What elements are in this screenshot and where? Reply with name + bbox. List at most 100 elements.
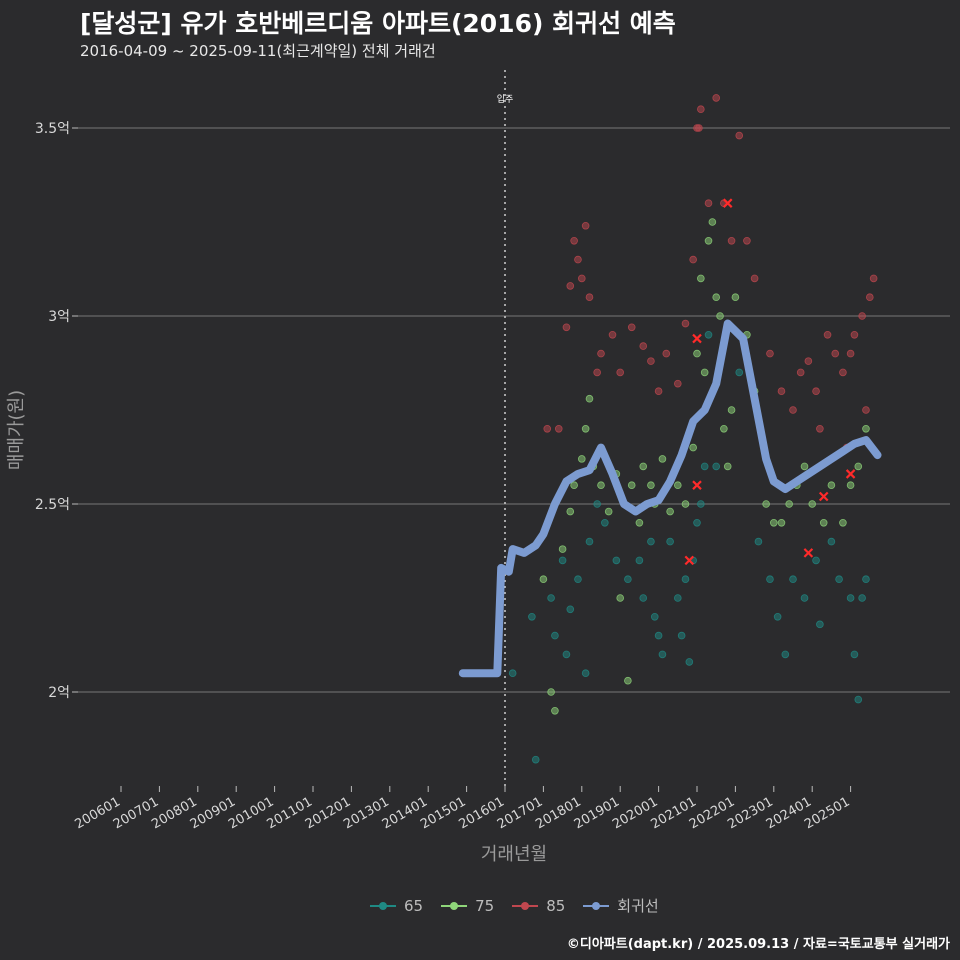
data-point-75 [627, 481, 636, 490]
y-tick-label: 3.5억 [35, 121, 70, 137]
data-point-75 [839, 518, 847, 527]
highlight-marker [722, 198, 733, 208]
axis-layer: 2억2.5억3억3.5억2006012007012008012009012010… [6, 121, 853, 865]
data-point-75 [700, 368, 709, 377]
data-point-65 [601, 518, 609, 527]
data-point-65 [735, 368, 744, 377]
legend-label-regression: 회귀선 [617, 897, 659, 915]
data-point-75 [727, 406, 736, 414]
data-point-65 [773, 612, 782, 621]
legend-item-75[interactable]: 75 [441, 897, 494, 915]
data-point-75 [673, 481, 682, 490]
data-point-85 [673, 379, 682, 388]
data-point-85 [562, 323, 571, 332]
data-point-85 [831, 349, 840, 358]
data-point-75 [647, 481, 655, 490]
data-point-65 [654, 631, 663, 640]
data-point-65 [850, 650, 859, 659]
data-point-75 [681, 500, 690, 508]
data-point-75 [666, 507, 674, 516]
data-point-75 [658, 455, 667, 463]
chart-title: [달성군] 유가 호반베르디움 아파트(2016) 회귀선 예측 [80, 9, 676, 38]
legend-key-regression [583, 900, 610, 912]
data-point-75 [720, 424, 728, 433]
data-point-65 [581, 669, 590, 677]
move-in-layer: 입주 [497, 70, 513, 786]
data-point-65 [754, 537, 763, 546]
legend-label-75: 75 [475, 896, 495, 915]
y-tick-label: 2.5억 [35, 497, 70, 513]
data-point-65 [697, 500, 705, 508]
data-point-65 [566, 605, 575, 614]
data-point-75 [785, 500, 793, 508]
legend-label-85: 85 [546, 896, 566, 915]
data-point-85 [597, 349, 605, 358]
data-point-75 [577, 455, 586, 463]
data-point-85 [654, 387, 663, 396]
data-point-75 [827, 481, 836, 490]
legend-item-regression[interactable]: 회귀선 [583, 895, 659, 916]
data-point-85 [816, 424, 824, 433]
data-point-85 [846, 349, 855, 358]
data-point-75 [551, 706, 559, 715]
x-axis-title: 거래년월 [481, 844, 547, 865]
data-point-85 [681, 319, 690, 328]
data-point-65 [685, 658, 694, 666]
regression-line [458, 319, 882, 678]
highlight-marker [803, 548, 814, 558]
data-point-75 [566, 507, 575, 516]
data-point-85 [862, 406, 870, 414]
data-point-65 [858, 594, 866, 602]
data-point-65 [551, 631, 559, 640]
data-point-65 [508, 669, 517, 677]
data-point-75 [723, 462, 732, 471]
legend-item-65[interactable]: 65 [370, 897, 423, 915]
data-point-75 [539, 575, 548, 583]
highlight-marker [845, 469, 856, 479]
data-point-85 [865, 293, 874, 302]
data-point-65 [704, 330, 713, 339]
data-point-85 [543, 424, 552, 433]
data-point-75 [731, 293, 740, 302]
data-point-75 [704, 237, 713, 245]
data-point-65 [585, 537, 594, 546]
data-point-75 [708, 218, 717, 226]
data-point-65 [677, 631, 686, 640]
data-point-65 [647, 537, 655, 546]
data-point-65 [650, 612, 659, 621]
data-point-75 [762, 500, 770, 508]
data-point-75 [819, 518, 828, 527]
data-point-65 [816, 620, 824, 629]
data-point-75 [854, 462, 863, 471]
data-point-85 [750, 274, 759, 283]
data-point-85 [577, 274, 586, 283]
data-point-75 [635, 518, 644, 527]
data-point-85 [850, 330, 859, 339]
legend-item-85[interactable]: 85 [512, 897, 565, 915]
data-point-75 [624, 676, 632, 685]
data-point-85 [585, 293, 594, 302]
data-point-85 [697, 105, 705, 113]
data-point-75 [604, 507, 613, 516]
data-point-85 [858, 312, 866, 320]
data-point-85 [662, 349, 671, 358]
data-point-65 [528, 612, 536, 621]
data-point-85 [766, 349, 774, 358]
data-point-75 [616, 594, 624, 602]
data-point-65 [846, 594, 855, 602]
data-point-85 [869, 274, 878, 283]
data-point-75 [800, 462, 809, 471]
data-point-65 [639, 594, 648, 602]
data-point-85 [639, 342, 648, 350]
data-point-75 [689, 443, 697, 452]
highlight-marker [818, 491, 829, 502]
data-point-75 [547, 688, 555, 696]
data-point-85 [735, 131, 744, 140]
data-point-85 [689, 255, 697, 264]
data-point-65 [862, 575, 870, 583]
highlight-marker [692, 480, 702, 490]
data-point-75 [862, 424, 870, 433]
data-point-85 [647, 357, 655, 365]
legend-label-65: 65 [404, 896, 424, 915]
data-point-85 [727, 237, 736, 245]
